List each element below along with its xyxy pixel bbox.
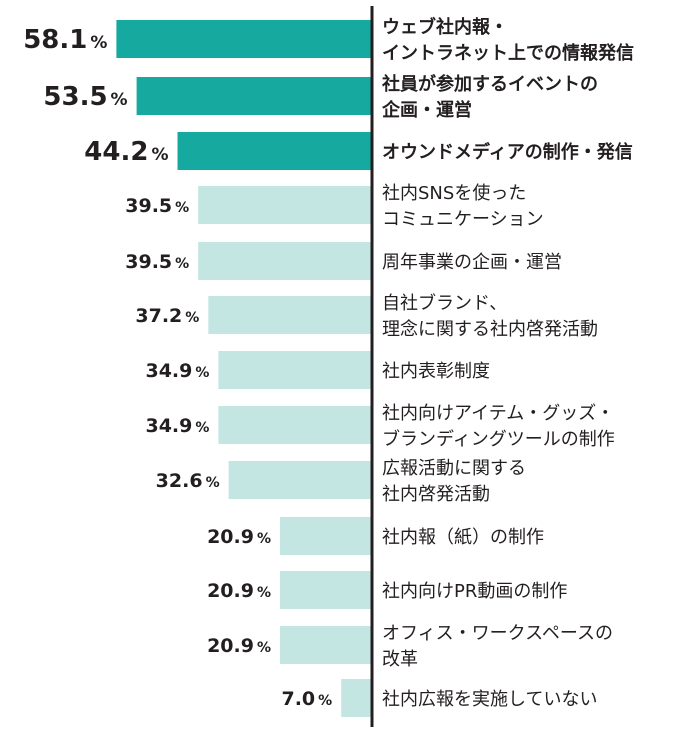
value-unit: % bbox=[206, 475, 220, 491]
category-label: 社内SNSを使ったコミュニケーション bbox=[382, 183, 544, 230]
category-label-line: 社内報（紙）の制作 bbox=[382, 527, 544, 548]
value-number: 20.9 bbox=[207, 635, 254, 657]
value-labels-group: 58.1 %53.5 %44.2 %39.5 %39.5 %37.2 %34.9 %34.9%… bbox=[23, 25, 332, 710]
value-unit: % bbox=[257, 640, 271, 656]
category-label: 自社ブランド、理念に関する社内啓発活動 bbox=[382, 292, 598, 340]
value-label: 58.1% bbox=[23, 25, 107, 55]
bar bbox=[280, 571, 372, 609]
value-label: 39.5% bbox=[125, 195, 189, 217]
value-number: 20.9 bbox=[207, 580, 254, 602]
value-unit: % bbox=[195, 365, 209, 381]
value-label: 32.6% bbox=[156, 470, 220, 492]
value-label: 7.0% bbox=[281, 688, 332, 710]
value-unit: % bbox=[185, 310, 199, 326]
value-number: 34.9 bbox=[145, 415, 192, 437]
bars-group bbox=[116, 20, 373, 717]
value-unit: % bbox=[151, 145, 168, 165]
value-number: 44.2 bbox=[84, 137, 148, 167]
category-label: 周年事業の企画・運営 bbox=[382, 252, 562, 273]
bar bbox=[198, 242, 372, 280]
value-unit: % bbox=[175, 200, 189, 216]
category-label-line: 社内広報を実施していない bbox=[382, 689, 597, 710]
category-label-line: 周年事業の企画・運営 bbox=[382, 252, 562, 273]
category-label-line: 広報活動に関する bbox=[382, 458, 526, 479]
category-label-line: 自社ブランド、 bbox=[382, 292, 507, 314]
value-label: 39.5% bbox=[125, 251, 189, 273]
value-label: 37.2% bbox=[135, 305, 199, 327]
value-label: 20.9% bbox=[207, 526, 271, 548]
value-number: 53.5 bbox=[43, 82, 107, 112]
value-unit: % bbox=[318, 693, 332, 709]
value-unit: % bbox=[257, 585, 271, 601]
category-label: 広報活動に関する社内啓発活動 bbox=[382, 458, 526, 505]
bar bbox=[136, 77, 372, 115]
value-number: 7.0 bbox=[281, 688, 315, 710]
bar bbox=[280, 626, 372, 664]
bar bbox=[208, 296, 372, 334]
category-label: オフィス・ワークスペースの改革 bbox=[382, 623, 613, 670]
value-number: 32.6 bbox=[156, 470, 203, 492]
value-unit: % bbox=[175, 256, 189, 272]
category-label-line: 社内向けPR動画の制作 bbox=[382, 581, 567, 602]
value-unit: % bbox=[111, 90, 128, 110]
category-label-line: 理念に関する社内啓発活動 bbox=[382, 318, 598, 340]
value-number: 20.9 bbox=[207, 526, 254, 548]
category-label-line: イントラネット上での情報発信 bbox=[382, 42, 634, 64]
value-number: 58.1 bbox=[23, 25, 87, 55]
value-unit: % bbox=[195, 420, 209, 436]
bar bbox=[177, 132, 372, 170]
value-unit: % bbox=[90, 33, 107, 53]
category-label: 社内向けPR動画の制作 bbox=[382, 581, 567, 602]
category-label: 社内向けアイテム・グッズ・ブランディングツールの制作 bbox=[382, 403, 615, 450]
category-labels-group: ウェブ社内報・イントラネット上での情報発信社員が参加するイベントの企画・運営オウ… bbox=[381, 16, 634, 710]
category-label: ウェブ社内報・イントラネット上での情報発信 bbox=[382, 16, 634, 64]
category-label-line: オウンドメディアの制作・発信 bbox=[382, 141, 633, 163]
value-label: 34.9% bbox=[145, 415, 209, 437]
bar bbox=[341, 679, 372, 717]
value-label: 34.9% bbox=[145, 360, 209, 382]
bar bbox=[116, 20, 373, 58]
bar bbox=[218, 406, 372, 444]
category-label-line: コミュニケーション bbox=[382, 209, 544, 230]
category-label-line: 社内SNSを使った bbox=[382, 183, 526, 204]
category-label-line: 改革 bbox=[382, 649, 418, 670]
category-label-line: 社内啓発活動 bbox=[382, 484, 490, 505]
category-label: 社内表彰制度 bbox=[382, 361, 490, 382]
value-label: 44.2% bbox=[84, 137, 168, 167]
category-label: 社内報（紙）の制作 bbox=[382, 527, 544, 548]
value-number: 37.2 bbox=[135, 305, 182, 327]
category-label: 社内広報を実施していない bbox=[382, 689, 597, 710]
bar bbox=[228, 461, 372, 499]
category-label-line: ブランディングツールの制作 bbox=[382, 428, 615, 450]
bar bbox=[218, 351, 372, 389]
category-label-line: 社員が参加するイベントの bbox=[382, 73, 598, 95]
category-label-line: 社内表彰制度 bbox=[382, 361, 490, 382]
value-label: 20.9% bbox=[207, 635, 271, 657]
value-number: 39.5 bbox=[125, 251, 172, 273]
category-label-line: ウェブ社内報・ bbox=[382, 16, 508, 38]
value-unit: % bbox=[257, 531, 271, 547]
category-label-line: 企画・運営 bbox=[381, 99, 472, 121]
category-label: 社員が参加するイベントの企画・運営 bbox=[381, 73, 598, 121]
bar bbox=[280, 517, 372, 555]
value-label: 20.9% bbox=[207, 580, 271, 602]
value-number: 39.5 bbox=[125, 195, 172, 217]
category-label: オウンドメディアの制作・発信 bbox=[382, 141, 633, 163]
category-label-line: オフィス・ワークスペースの bbox=[382, 623, 613, 644]
value-label: 53.5% bbox=[43, 82, 127, 112]
bar bbox=[198, 186, 372, 224]
category-label-line: 社内向けアイテム・グッズ・ bbox=[382, 403, 614, 424]
value-number: 34.9 bbox=[145, 360, 192, 382]
